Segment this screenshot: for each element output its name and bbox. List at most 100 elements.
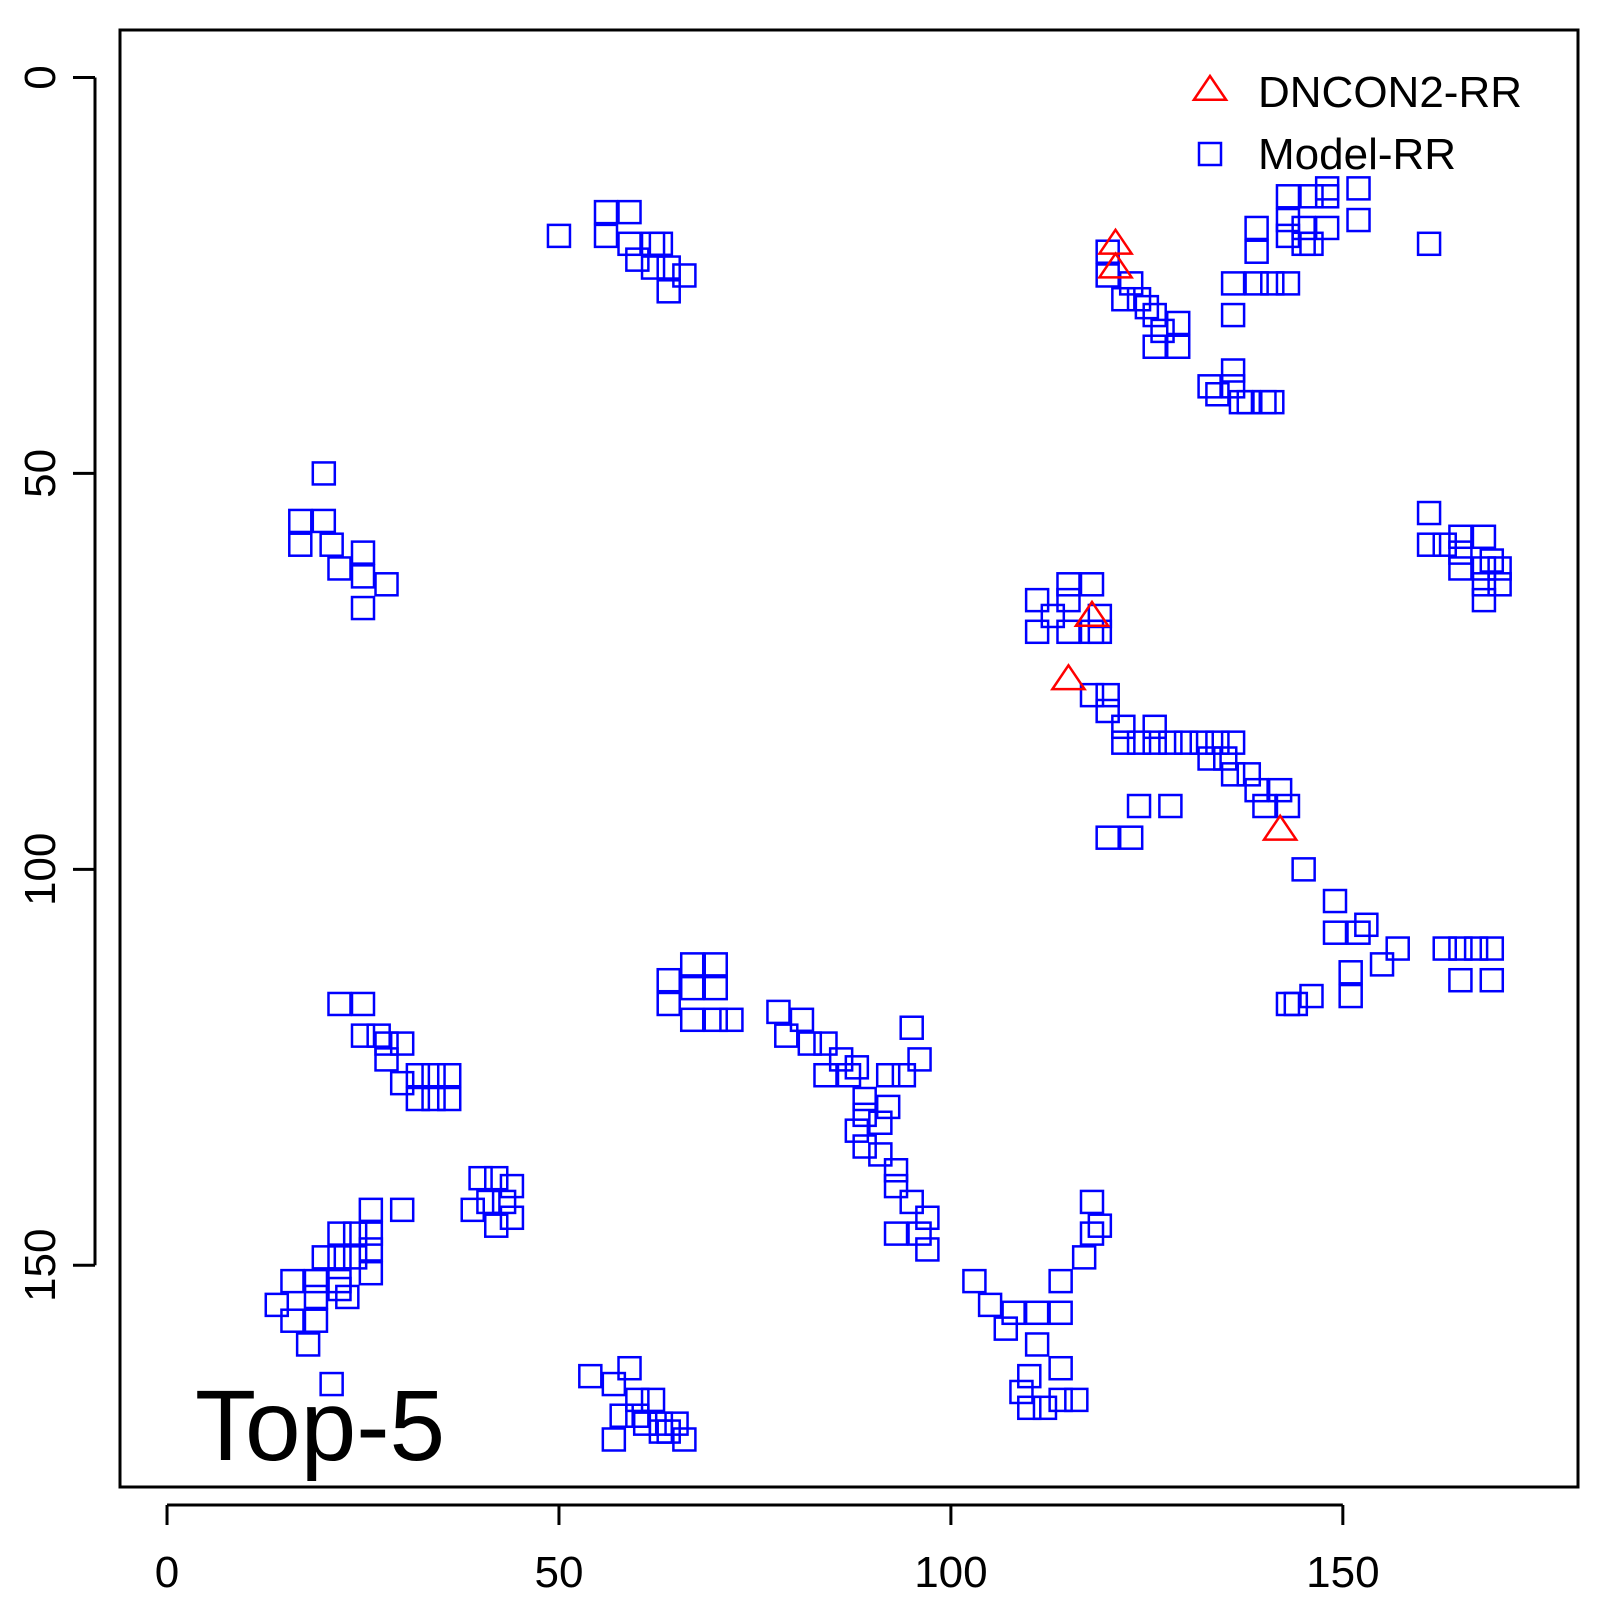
data-point-square bbox=[1260, 271, 1285, 296]
data-point-square bbox=[1487, 572, 1512, 597]
data-point-square bbox=[499, 1205, 525, 1231]
data-point-square bbox=[1479, 936, 1505, 961]
data-point-square bbox=[468, 1165, 493, 1191]
data-point-square bbox=[1220, 374, 1246, 399]
data-point-square bbox=[1048, 1355, 1073, 1381]
data-point-square bbox=[672, 1427, 697, 1452]
data-point-square bbox=[601, 1371, 627, 1397]
data-point-square bbox=[1354, 912, 1379, 938]
data-point-square bbox=[421, 1062, 446, 1088]
data-point-square bbox=[1150, 318, 1175, 344]
data-point-triangle bbox=[1050, 663, 1087, 691]
axes: 0 50 100 150 0 50 100 150 bbox=[16, 65, 1380, 1597]
data-point-square bbox=[1158, 730, 1183, 755]
data-point-square bbox=[1197, 374, 1222, 399]
data-point-square bbox=[1126, 730, 1152, 755]
data-point-square bbox=[280, 1308, 305, 1333]
data-point-square bbox=[609, 1403, 634, 1428]
data-point-square bbox=[797, 1031, 823, 1056]
data-point-square bbox=[1064, 1387, 1089, 1413]
data-point-square bbox=[1299, 231, 1324, 257]
data-point-square bbox=[1275, 991, 1301, 1017]
data-point-square bbox=[1275, 207, 1301, 233]
data-point-square bbox=[366, 1023, 391, 1048]
data-point-square bbox=[1275, 271, 1301, 296]
data-point-square bbox=[1487, 556, 1512, 581]
data-point-square bbox=[358, 1260, 384, 1286]
series-dncon2-rr bbox=[1050, 227, 1299, 841]
data-point-square bbox=[1142, 714, 1167, 740]
data-point-square bbox=[389, 1070, 415, 1096]
data-point-square bbox=[1236, 389, 1262, 415]
data-point-square bbox=[1024, 587, 1050, 613]
data-point-square bbox=[1220, 730, 1246, 755]
data-point-square bbox=[1252, 793, 1277, 819]
data-point-square bbox=[374, 1031, 399, 1056]
data-point-square bbox=[1275, 184, 1301, 209]
data-point-square bbox=[350, 540, 376, 565]
data-point-square bbox=[1079, 1189, 1105, 1215]
data-point-square bbox=[1471, 587, 1497, 613]
data-point-square bbox=[1244, 215, 1269, 241]
data-point-square bbox=[1322, 888, 1348, 914]
data-point-square bbox=[311, 1245, 337, 1270]
data-point-square bbox=[319, 532, 344, 557]
data-point-square bbox=[899, 1015, 924, 1040]
y-tick-label: 0 bbox=[16, 65, 65, 89]
data-point-square bbox=[1118, 271, 1144, 296]
data-point-square bbox=[1369, 952, 1395, 977]
data-point-square bbox=[295, 1332, 321, 1357]
data-point-square bbox=[703, 952, 728, 977]
data-point-square bbox=[813, 1031, 838, 1056]
data-point-square bbox=[350, 991, 376, 1017]
data-point-square bbox=[1095, 825, 1120, 850]
data-point-square bbox=[319, 1371, 344, 1397]
data-point-square bbox=[1165, 310, 1191, 336]
data-point-square bbox=[593, 223, 619, 249]
data-point-square bbox=[719, 1007, 744, 1033]
data-point-square bbox=[656, 279, 681, 304]
data-point-square bbox=[1111, 714, 1136, 740]
data-point-square bbox=[1142, 730, 1167, 755]
data-point-square bbox=[1095, 682, 1120, 708]
data-point-square bbox=[625, 247, 650, 272]
data-point-square bbox=[342, 1245, 368, 1270]
data-point-square bbox=[1244, 271, 1269, 296]
data-point-square bbox=[1079, 682, 1105, 708]
data-point-square bbox=[836, 1062, 862, 1088]
data-point-square bbox=[766, 999, 791, 1025]
data-point-square bbox=[1001, 1300, 1026, 1326]
data-point-square bbox=[1056, 587, 1081, 613]
data-point-square bbox=[679, 952, 705, 977]
data-point-square bbox=[883, 1158, 909, 1183]
data-point-square bbox=[1017, 1363, 1042, 1389]
data-point-square bbox=[1338, 983, 1363, 1009]
series-model-rr bbox=[264, 176, 1512, 1452]
x-tick-label: 50 bbox=[534, 1548, 583, 1597]
data-point-square bbox=[1463, 936, 1489, 961]
y-tick-label: 100 bbox=[16, 833, 65, 906]
x-tick-label: 100 bbox=[914, 1548, 987, 1597]
data-point-square bbox=[962, 1268, 987, 1294]
data-point-square bbox=[907, 1047, 932, 1072]
data-point-square bbox=[350, 564, 376, 589]
data-point-square bbox=[672, 263, 697, 288]
data-point-square bbox=[1079, 572, 1105, 597]
data-point-square bbox=[875, 1094, 901, 1120]
data-point-square bbox=[664, 1411, 689, 1436]
data-point-square bbox=[1448, 524, 1473, 550]
data-point-square bbox=[656, 991, 681, 1017]
data-point-square bbox=[303, 1308, 329, 1333]
data-point-square bbox=[358, 1237, 384, 1262]
data-point-square bbox=[1205, 382, 1230, 407]
data-point-square bbox=[1040, 603, 1066, 629]
data-point-square bbox=[578, 1363, 603, 1389]
data-point-square bbox=[1432, 532, 1457, 557]
data-point-square bbox=[1267, 777, 1293, 803]
data-point-square bbox=[327, 991, 352, 1017]
data-point-square bbox=[1416, 532, 1442, 557]
data-point-square bbox=[288, 508, 313, 534]
data-point-square bbox=[1471, 556, 1497, 581]
data-point-square bbox=[436, 1062, 462, 1088]
